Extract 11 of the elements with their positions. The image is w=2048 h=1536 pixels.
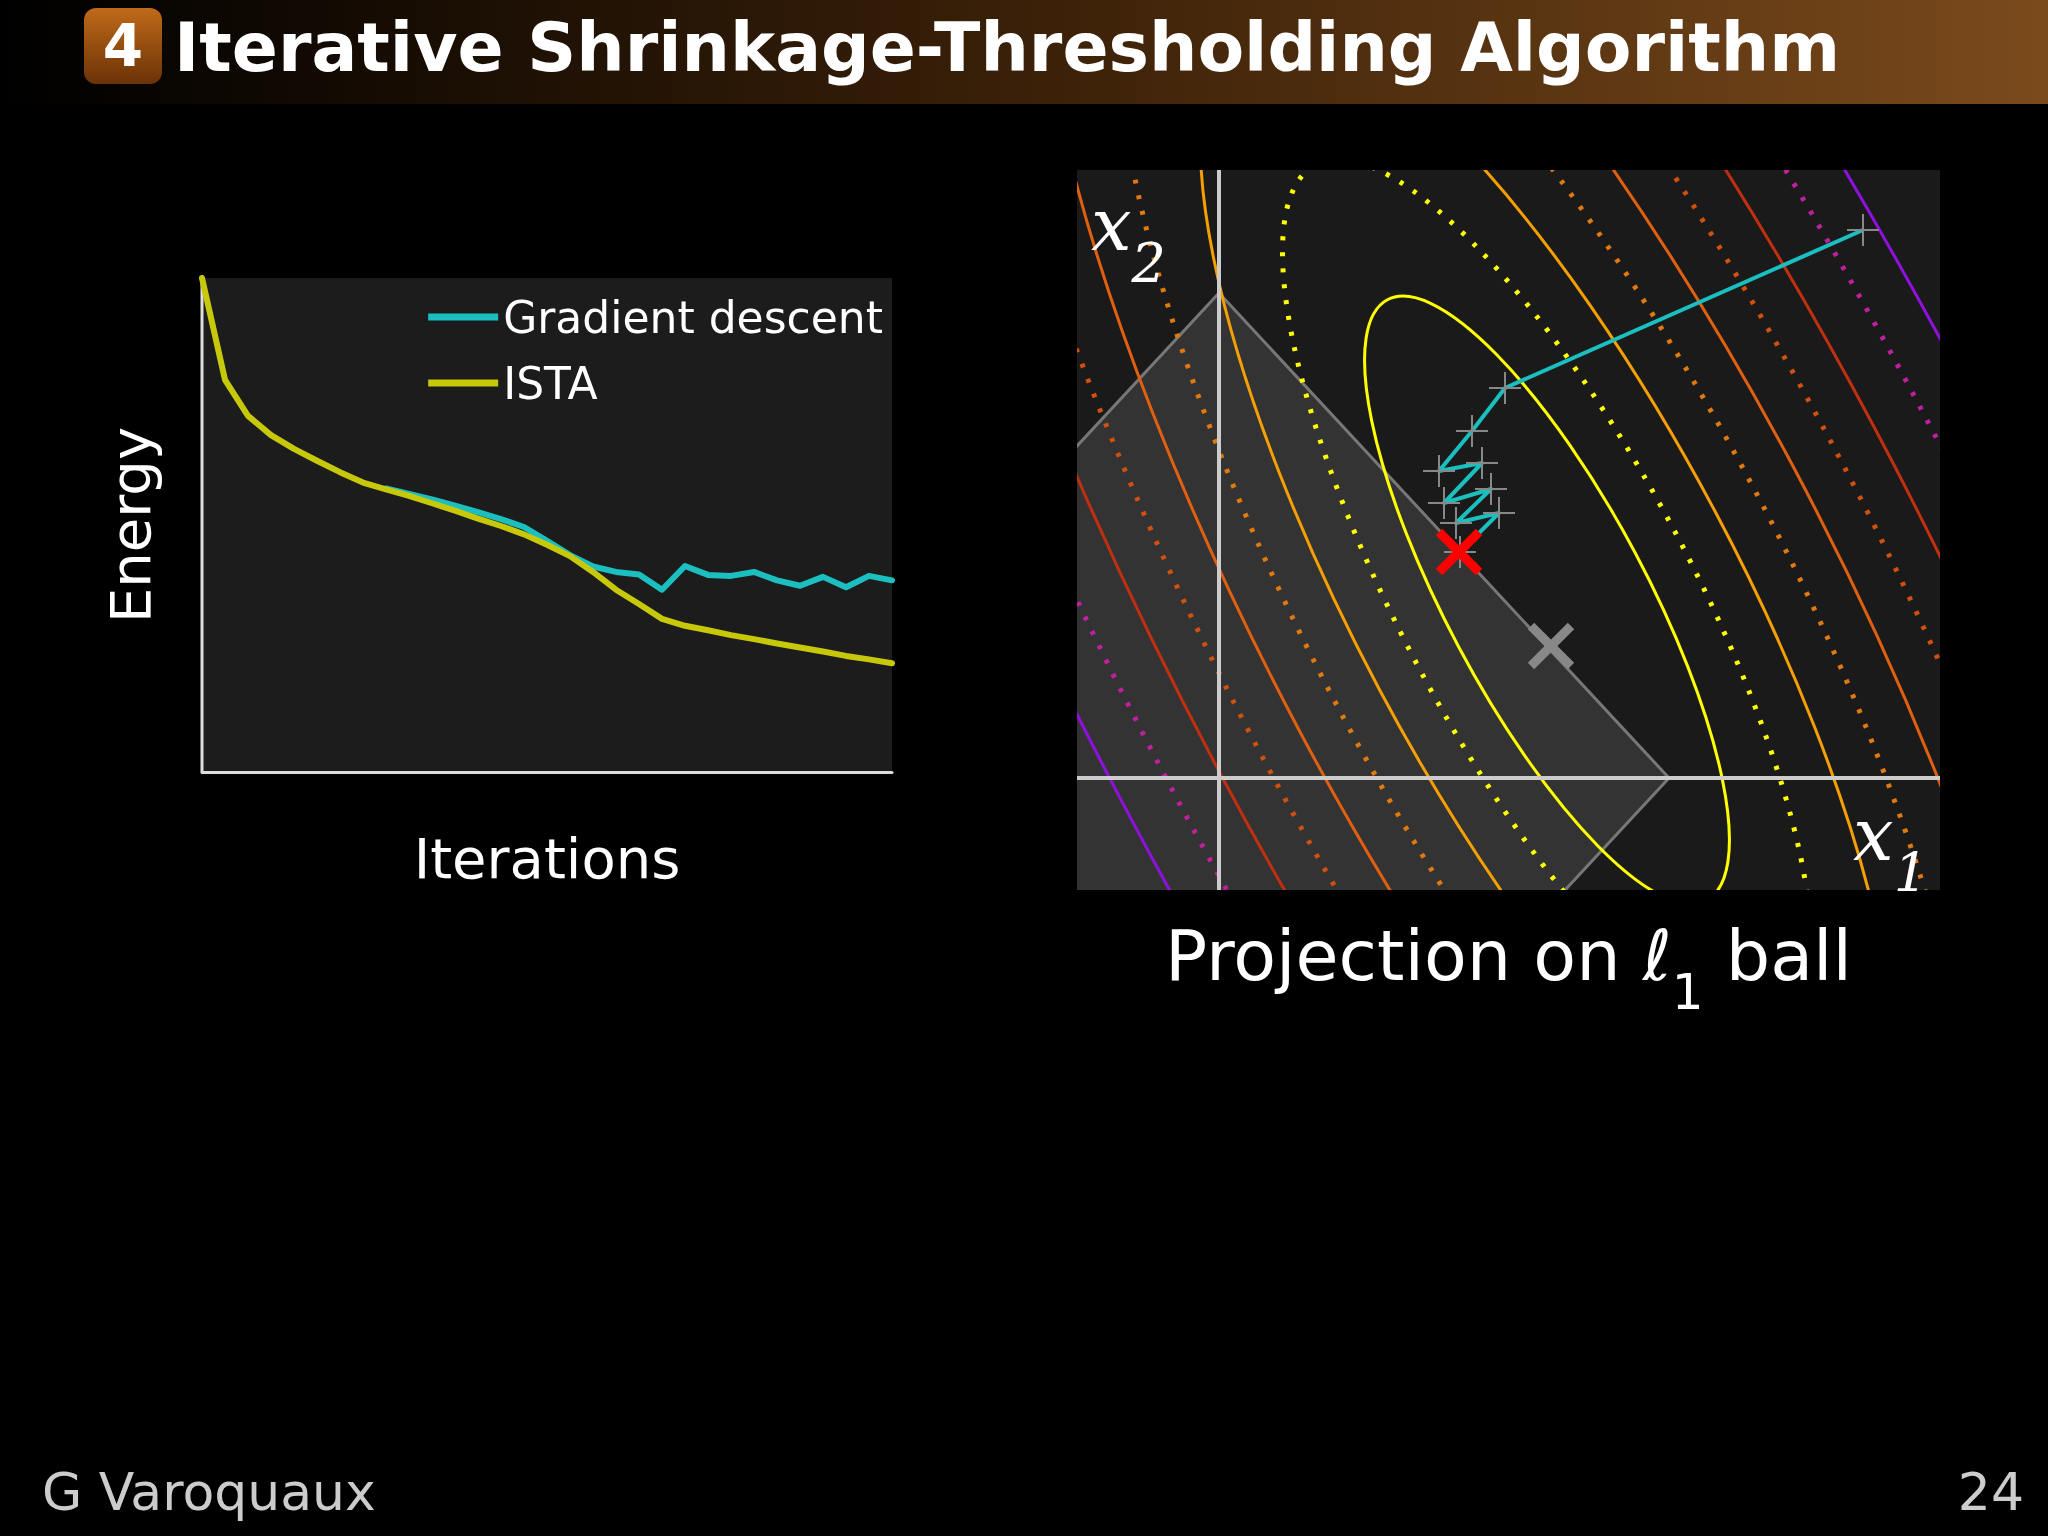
x-axis-title: Iterations bbox=[413, 825, 681, 891]
y-axis-title: Energy bbox=[97, 426, 163, 624]
text: x$_{1}$ bbox=[1853, 793, 1928, 905]
legend-label: Gradient descent bbox=[503, 291, 884, 343]
text: G Varoquaux bbox=[42, 1462, 376, 1522]
text: Projection on ℓ$_{1}$ ball bbox=[1164, 915, 1853, 1021]
text: 24 bbox=[1957, 1462, 2024, 1522]
legend-label: ISTA bbox=[503, 357, 598, 409]
text: x$_{2}$ bbox=[1091, 183, 1166, 295]
chart-title: Iterative Shrinkage-Thresholding Algorithm bbox=[174, 7, 1841, 89]
text: 4 bbox=[84, 8, 162, 84]
